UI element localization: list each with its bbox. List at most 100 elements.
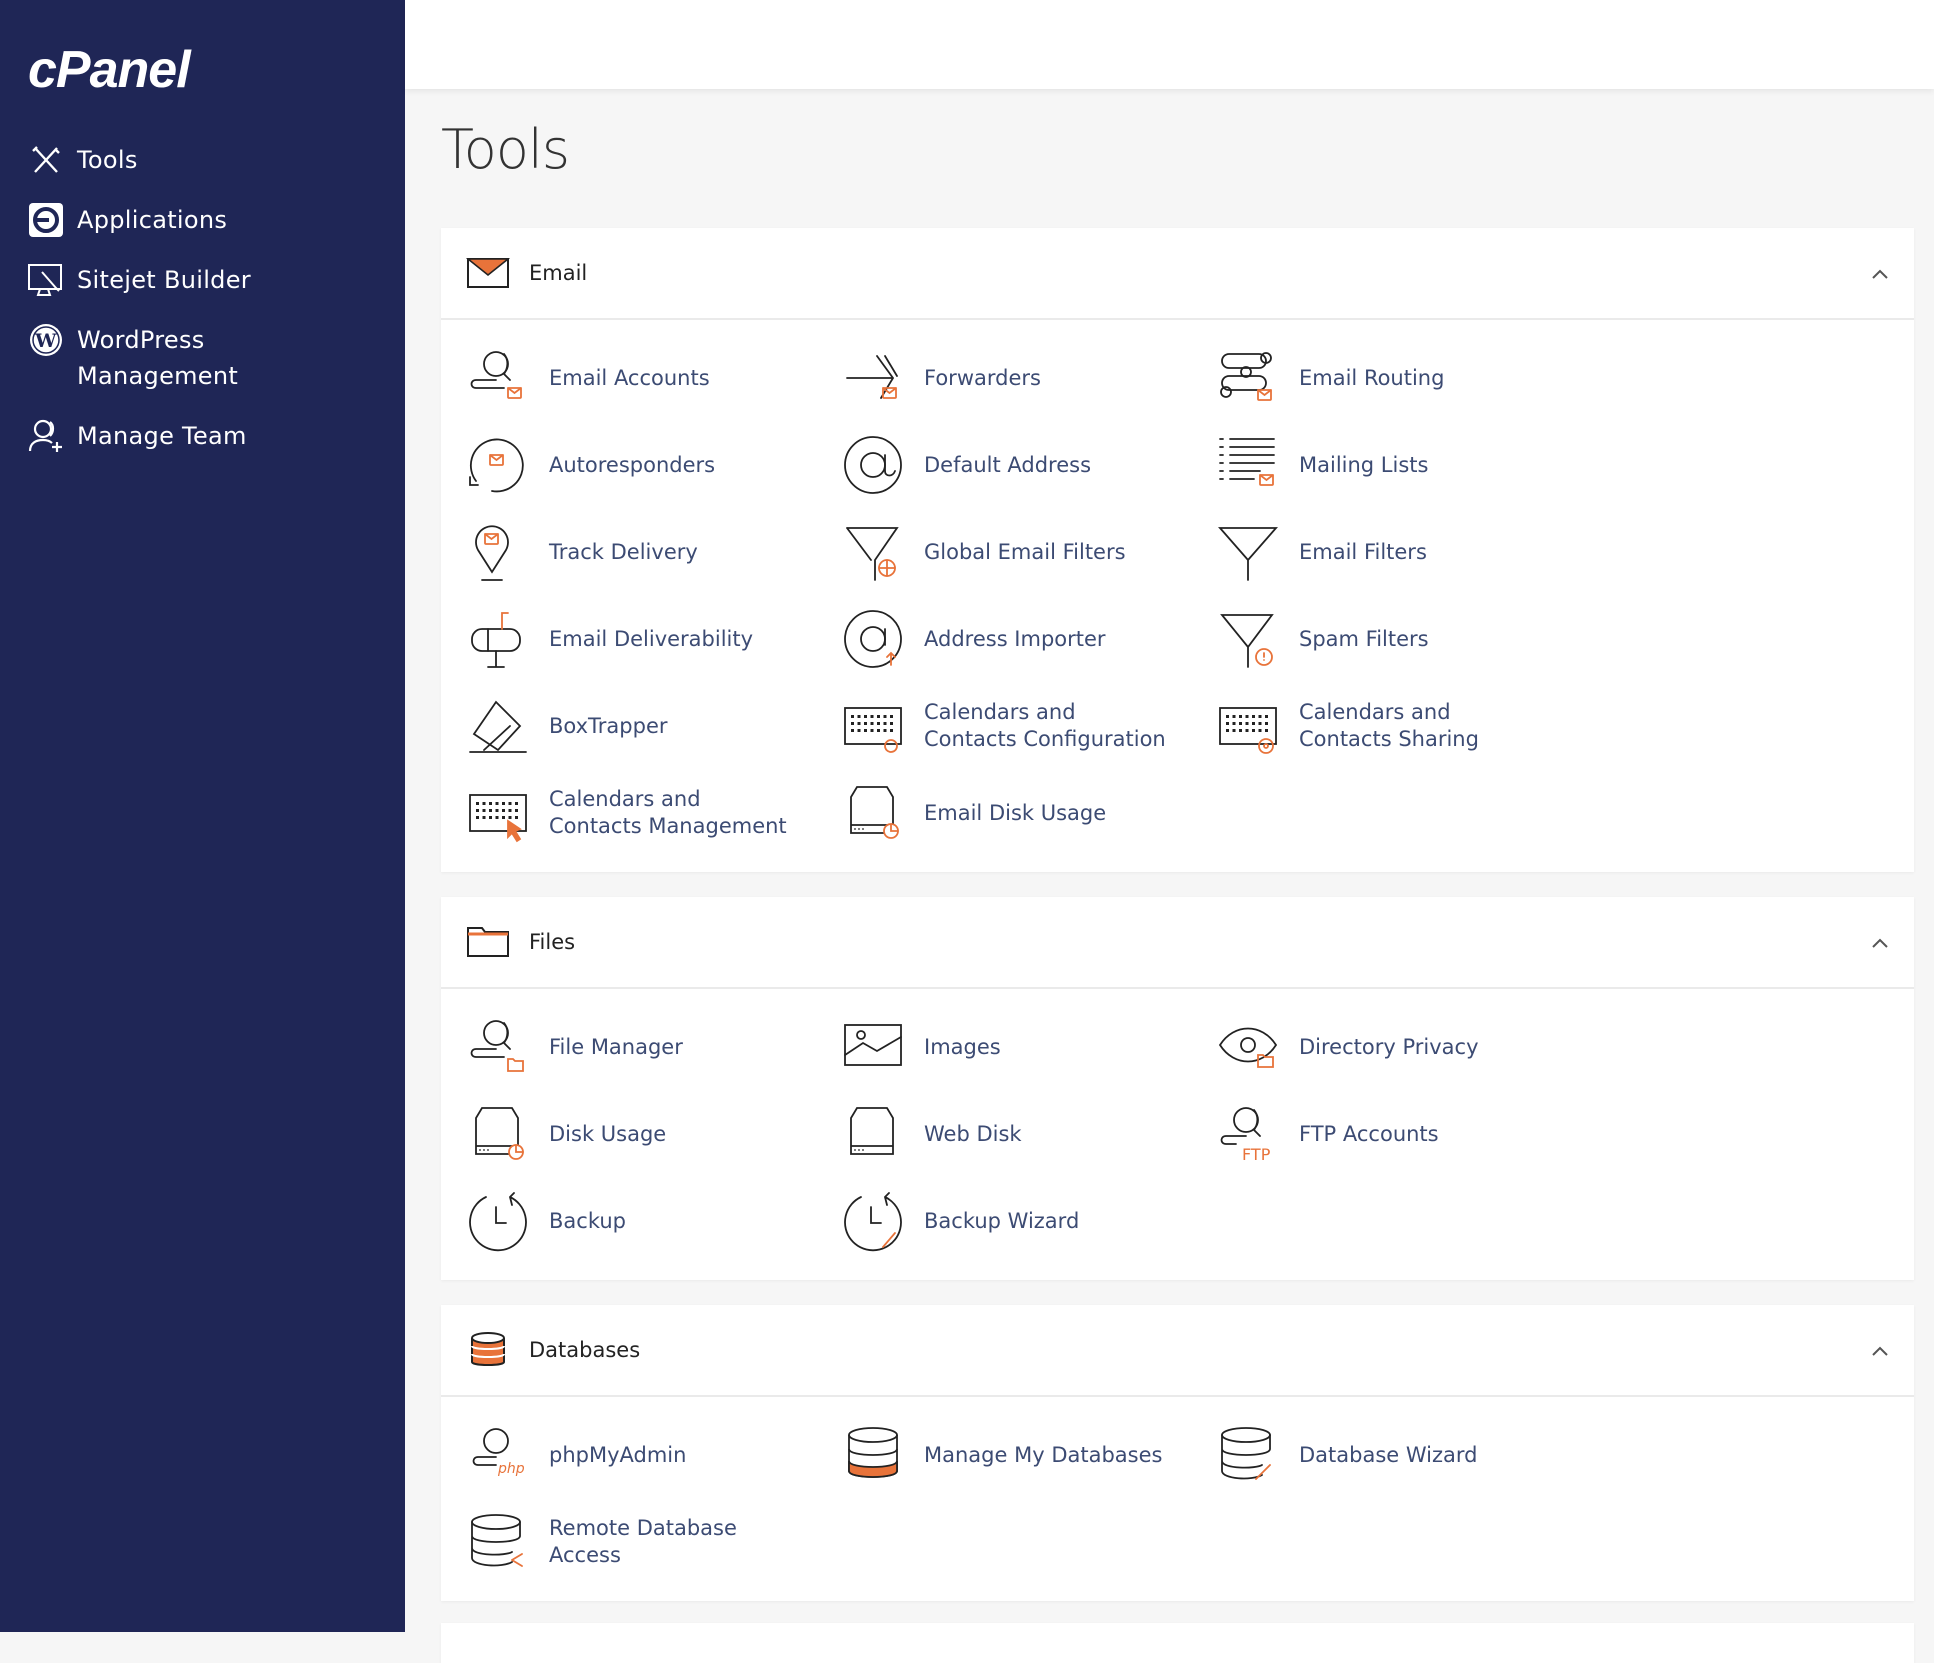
tool-calendars-and-contacts-sharing[interactable]: Calendars and Contacts Sharing [1216,691,1591,761]
svg-text:FTP: FTP [1242,1145,1271,1164]
sidebar-item-label: Manage Team [77,422,247,450]
tool-remote-database-access[interactable]: Remote Database Access [466,1507,841,1577]
panel-title: Databases [529,1338,641,1362]
user-folder-icon [466,1015,530,1079]
tool-label: Images [924,1034,1001,1059]
filter-alert-icon [1216,607,1280,671]
routing-icon [1216,346,1280,410]
db-head-icon [466,1330,510,1370]
php-icon: php [466,1423,530,1487]
tool-email-deliverability[interactable]: Email Deliverability [466,604,841,674]
db-wand-icon [1216,1423,1280,1487]
tool-backup[interactable]: Backup [466,1186,841,1256]
tool-boxtrapper[interactable]: BoxTrapper [466,691,841,761]
tool-label: Email Deliverability [549,626,754,651]
tool-forwarders[interactable]: Forwarders [841,343,1216,413]
tool-default-address[interactable]: Default Address [841,430,1216,500]
panel-header[interactable]: Databases [441,1305,1914,1397]
tool-calendars-and-contacts-configuration[interactable]: Calendars and Contacts Configuration [841,691,1216,761]
folder-icon [466,922,510,962]
svg-text:php: php [497,1461,525,1477]
tool-label: Calendars and Contacts Sharing [1299,700,1479,751]
tool-directory-privacy[interactable]: Directory Privacy [1216,1012,1591,1082]
tool-address-importer[interactable]: Address Importer [841,604,1216,674]
tool-backup-wizard[interactable]: Backup Wizard [841,1186,1216,1256]
tool-label: Spam Filters [1299,626,1429,651]
sidebar-item-tools[interactable]: Tools [28,142,138,178]
sidebar-item-label: WordPress Management [77,326,239,390]
tool-manage-my-databases[interactable]: Manage My Databases [841,1420,1216,1490]
tool-phpmyadmin[interactable]: php phpMyAdmin [466,1420,841,1490]
tool-spam-filters[interactable]: Spam Filters [1216,604,1591,674]
cpanel-logo[interactable]: cPanel [28,41,191,99]
list-icon [1216,433,1280,497]
tool-label: FTP Accounts [1299,1121,1439,1146]
backup-wand-icon [841,1189,905,1253]
envelope-icon [465,253,511,293]
db-remote-icon [466,1510,530,1574]
backup-icon [466,1189,530,1253]
chevron-up-icon[interactable] [1870,264,1890,284]
tool-label: Email Accounts [549,365,710,390]
sidebar-item-wordpress-management[interactable]: W WordPress Management [28,322,247,394]
tool-label: Track Delivery [549,539,698,564]
chevron-up-icon[interactable] [1870,1341,1890,1361]
tool-label: Calendars and Contacts Management [549,787,787,838]
panel-header[interactable]: Email [441,228,1914,320]
chevron-up-icon[interactable] [1870,933,1890,953]
tool-web-disk[interactable]: Web Disk [841,1099,1216,1169]
tool-autoresponders[interactable]: Autoresponders [466,430,841,500]
tool-track-delivery[interactable]: Track Delivery [466,517,841,587]
tool-label: Autoresponders [549,452,716,477]
svg-text:W: W [34,330,57,352]
image-icon [841,1015,905,1079]
tool-label: Default Address [924,452,1092,477]
tool-database-wizard[interactable]: Database Wizard [1216,1420,1591,1490]
tool-mailing-lists[interactable]: Mailing Lists [1216,430,1591,500]
top-bar [405,0,1934,89]
mailbox-icon [466,607,530,671]
tool-label: Disk Usage [549,1121,667,1146]
tool-disk-usage[interactable]: Disk Usage [466,1099,841,1169]
filter-globe-icon [841,520,905,584]
panel-files: Files File Manager Images Directory Priv… [441,897,1914,1280]
sitejet-icon [28,264,62,296]
tool-email-routing[interactable]: Email Routing [1216,343,1591,413]
panel-body: php phpMyAdmin Manage My Databases Datab… [441,1397,1914,1601]
tool-calendars-and-contacts-management[interactable]: Calendars and Contacts Management [466,778,841,848]
sidebar-item-sitejet-builder[interactable]: Sitejet Builder [28,262,251,298]
disk-icon [841,781,905,845]
tool-label: Calendars and Contacts Configuration [924,700,1166,751]
tool-label: Email Routing [1299,365,1445,390]
user-mail-icon [466,346,530,410]
ftp-icon: FTP [1216,1102,1280,1166]
tool-ftp-accounts[interactable]: FTP FTP Accounts [1216,1099,1591,1169]
webdisk-icon [841,1102,905,1166]
tool-email-filters[interactable]: Email Filters [1216,517,1591,587]
tool-file-manager[interactable]: File Manager [466,1012,841,1082]
cal-at-icon [841,694,905,758]
tool-email-accounts[interactable]: Email Accounts [466,343,841,413]
panel-header[interactable]: Files [441,897,1914,989]
wordpress-icon: W [30,324,62,356]
tool-label: Web Disk [924,1121,1022,1146]
autoresponder-icon [466,433,530,497]
tool-label: Backup [549,1208,626,1233]
sidebar-item-manage-team[interactable]: Manage Team [28,418,247,454]
at-icon [841,433,905,497]
boxtrapper-icon [466,694,530,758]
pin-icon [466,520,530,584]
tool-label: Backup Wizard [924,1208,1080,1233]
sidebar-item-label: Sitejet Builder [77,266,251,294]
tool-images[interactable]: Images [841,1012,1216,1082]
forward-icon [841,346,905,410]
tool-global-email-filters[interactable]: Global Email Filters [841,517,1216,587]
cal-gear-icon [1216,694,1280,758]
sidebar-item-applications[interactable]: Applications [28,202,227,238]
tool-label: Manage My Databases [924,1442,1163,1467]
tool-label: BoxTrapper [549,713,668,738]
sidebar-item-label: Applications [77,206,228,234]
tool-label: Directory Privacy [1299,1034,1479,1059]
tool-email-disk-usage[interactable]: Email Disk Usage [841,778,1216,848]
page-title: Tools [441,118,570,181]
